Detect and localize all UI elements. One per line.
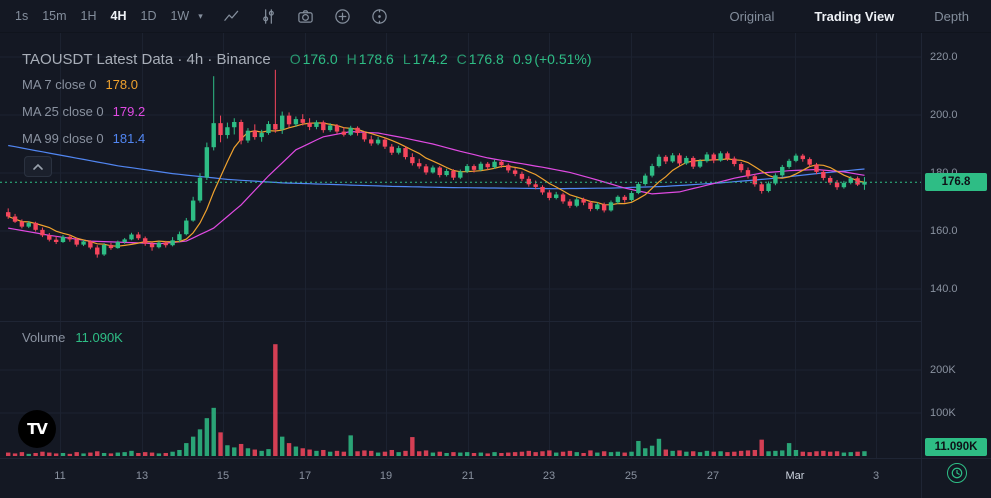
timeframe-4h[interactable]: 4H [104,5,134,27]
indicators-icon [262,8,274,24]
indicators-button[interactable] [258,6,279,27]
volume-legend[interactable]: Volume 11.090K [22,330,123,345]
price-axis[interactable]: 176.8 11.090K 220.0200.0180.0160.0140.02… [921,33,991,498]
volume-label: Volume [22,330,66,345]
volume-tick-label: 200K [930,364,956,376]
time-tick-label: 17 [298,470,312,482]
time-tick-label: 13 [135,470,149,482]
chart-settings-button[interactable] [369,6,390,27]
ma25-value: 179.2 [112,104,146,119]
tradingview-logo: TV [18,410,56,448]
candlestick-chart[interactable] [0,33,921,458]
ma99-value: 181.4 [112,131,146,146]
time-tick-label: 11 [54,470,66,482]
timeframe-1d[interactable]: 1D [134,5,164,27]
settings-icon [372,8,387,24]
chevron-up-icon [33,163,43,170]
ma25-label: MA 25 close 0 [22,104,104,119]
time-tick-label: Mar [785,470,805,482]
view-tabs: Original Trading View Depth [724,8,991,25]
indicator-row-ma7[interactable]: MA 7 close 0 178.0 [22,71,592,98]
price-tick-label: 140.0 [930,282,958,295]
time-tick-label: 27 [706,470,720,482]
time-tick-label: 21 [461,470,475,482]
time-tick-label: 3 [872,470,880,482]
plus-circle-icon [335,8,350,24]
price-tick-label: 220.0 [930,51,958,64]
toolbar: 1s 15m 1H 4H 1D 1W ▾ Original Trading View Dept… [0,0,991,33]
collapse-legend-button[interactable] [24,156,52,177]
line-chart-icon [224,10,239,21]
timeframe-selector: 1s 15m 1H 4H 1D 1W [8,5,196,27]
last-price-badge: 176.8 [925,173,987,192]
indicator-row-ma99[interactable]: MA 99 close 0 181.4 [22,125,592,152]
volume-tick-label: 100K [930,407,956,419]
timeframe-1s[interactable]: 1s [8,5,35,27]
ma99-label: MA 99 close 0 [22,131,104,146]
time-tick-label: 23 [542,470,556,482]
timeframe-15m[interactable]: 15m [35,5,73,27]
axis-corner [921,458,991,498]
view-tab-original[interactable]: Original [724,8,781,25]
time-tick-label: 15 [216,470,230,482]
time-axis[interactable]: 11 13 15 17 19 21 23 25 27 Mar 3 [0,458,921,498]
time-tick-label: 25 [624,470,638,482]
timeframe-1w[interactable]: 1W [163,5,196,27]
indicator-row-ma25[interactable]: MA 25 close 0 179.2 [22,98,592,125]
price-tick-label: 200.0 [930,109,958,122]
clock-icon [951,467,963,479]
time-settings-button[interactable] [947,463,967,483]
view-tab-depth[interactable]: Depth [928,8,975,25]
timeframe-1h[interactable]: 1H [74,5,104,27]
screenshot-button[interactable] [295,6,316,27]
ma7-label: MA 7 close 0 [22,77,97,92]
camera-icon [298,9,313,23]
ma7-value: 178.0 [105,77,138,92]
volume-value: 11.090K [75,330,123,345]
line-chart-icon-button[interactable] [221,6,242,27]
add-chart-button[interactable] [332,6,353,27]
price-tick-label: 160.0 [930,225,958,237]
time-tick-label: 19 [379,470,393,482]
last-volume-badge: 11.090K [925,438,987,456]
timeframe-dropdown-caret[interactable]: ▾ [198,10,203,21]
view-tab-trading-view[interactable]: Trading View [808,8,900,25]
